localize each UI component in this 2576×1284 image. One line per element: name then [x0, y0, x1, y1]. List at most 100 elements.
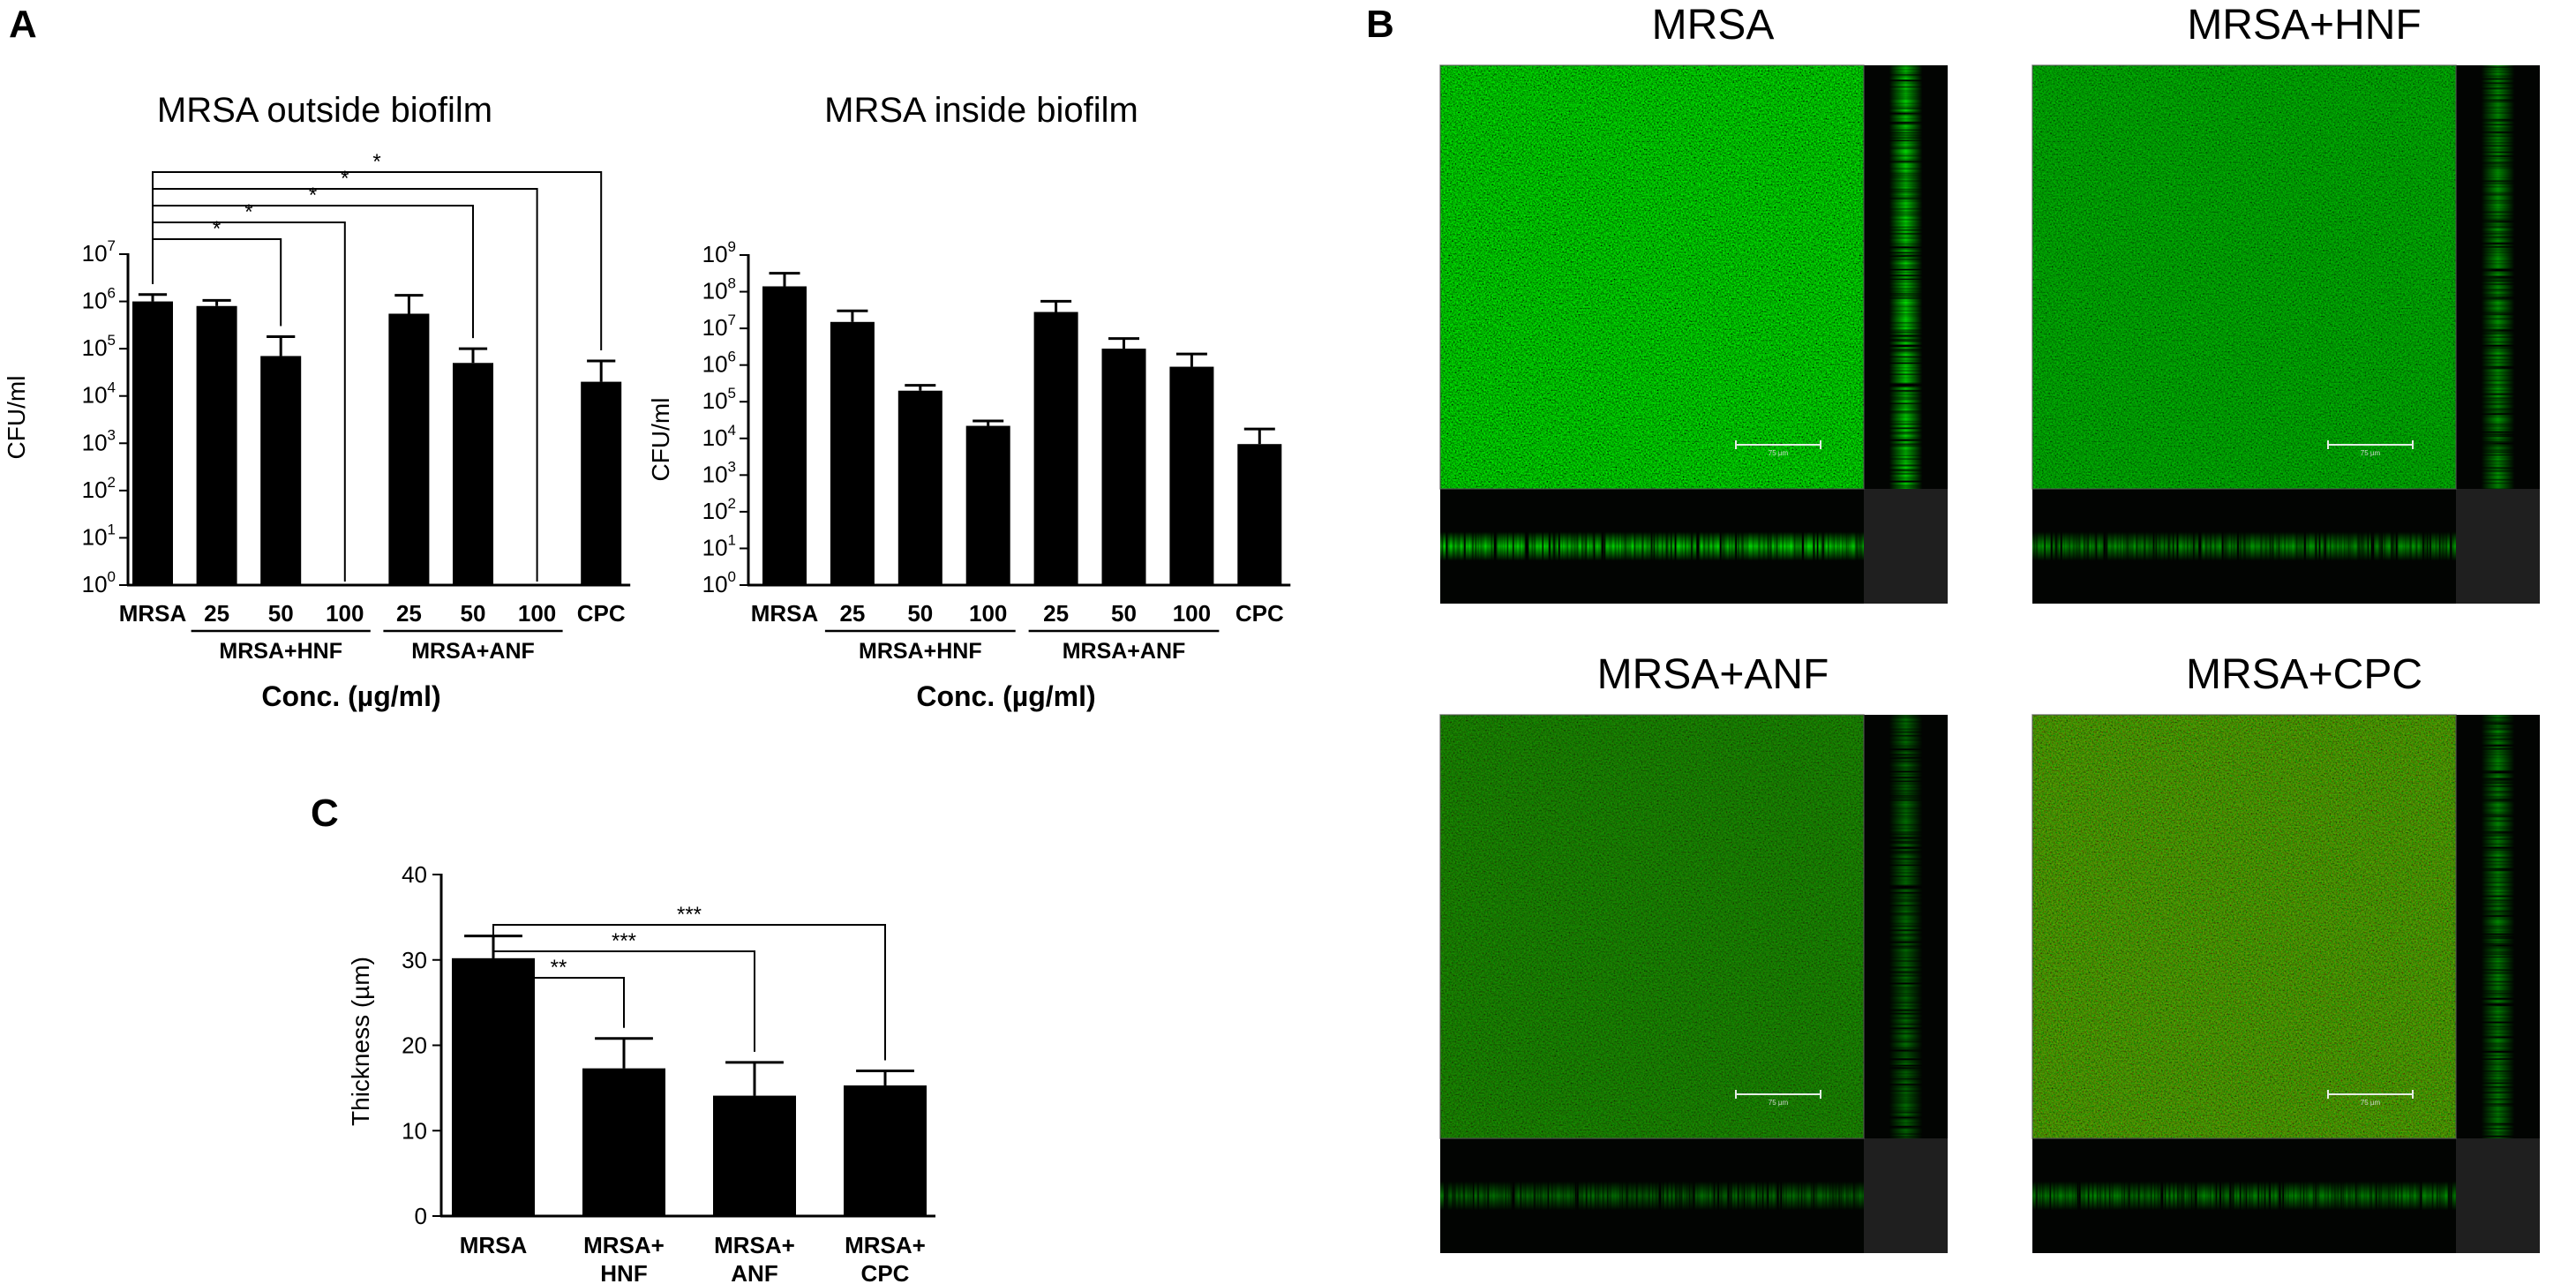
category-label: CPC [1235, 600, 1284, 627]
bar [453, 363, 493, 585]
y-tick-exponent: 8 [728, 275, 736, 292]
yz-view-signal [1864, 715, 1948, 1138]
group-labels: MRSA+HNF MRSA+ANF [191, 629, 563, 664]
panel-letter-c: C [311, 792, 339, 835]
bar [1101, 349, 1146, 585]
yz-view-signal [2456, 715, 2540, 1138]
xy-view-frame [1439, 714, 1865, 1139]
corner-box [2456, 1138, 2540, 1253]
bar [762, 286, 807, 585]
category-labels: MRSA 25 50 100 25 50 100 CPC [119, 600, 626, 627]
bar [260, 356, 302, 585]
significance-brackets: * * * * * [152, 150, 603, 582]
y-tick-label: 0 [415, 1203, 427, 1229]
micrograph-mrsa-hnf: MRSA+HNF 75 µm [2032, 2, 2540, 604]
bar [452, 957, 535, 1216]
chart-outside-biofilm: MRSA outside biofilm CFU/ml Conc. (µg/ml… [3, 91, 631, 712]
category-label: MRSA+ [583, 1232, 665, 1258]
significance-label: * [372, 150, 380, 174]
y-tick-exponent: 0 [108, 568, 116, 585]
significance-bracket [152, 171, 603, 351]
y-tick-label: 102 [702, 495, 736, 524]
y-axis-label: CFU/ml [647, 398, 674, 482]
micrograph-label: MRSA+CPC [2186, 651, 2422, 698]
y-tick-label: 109 [702, 238, 736, 267]
bars [452, 957, 927, 1216]
bar [388, 313, 430, 585]
corner-box [1864, 1138, 1948, 1253]
significance-label: * [341, 167, 349, 191]
y-tick-label: 105 [82, 332, 116, 361]
y-tick-label: 101 [702, 531, 736, 560]
y-tick-exponent: 4 [108, 379, 116, 396]
bar [713, 1095, 796, 1216]
category-label: 25 [396, 600, 422, 627]
xy-view-frame [2032, 64, 2457, 490]
y-tick-label: 104 [702, 422, 736, 451]
corner-box [1864, 489, 1948, 604]
bars [762, 286, 1282, 585]
micrograph-label: MRSA [1652, 2, 1775, 49]
bar [965, 425, 1010, 585]
significance-label: *** [612, 929, 636, 953]
significance-label: * [309, 184, 317, 207]
y-tick-label: 20 [402, 1032, 427, 1059]
y-tick-label: 107 [82, 237, 116, 267]
category-label: CPC [577, 600, 626, 627]
category-label: MRSA+ [845, 1232, 926, 1258]
xz-view-signal [1440, 1147, 1864, 1244]
bar [196, 305, 237, 585]
significance-label: *** [677, 903, 702, 927]
y-tick-label: 104 [82, 379, 116, 409]
significance-label: * [244, 200, 252, 224]
category-label: 25 [1043, 600, 1069, 627]
y-ticks: 0 10 20 30 40 [402, 861, 441, 1229]
y-tick-label: 30 [402, 947, 427, 973]
xy-view-red-texture [1440, 715, 1864, 1138]
category-label: 100 [1173, 600, 1211, 627]
scale-bar-text: 75 µm [1769, 1099, 1789, 1107]
yz-view-signal [1864, 65, 1948, 489]
y-tick-exponent: 9 [728, 238, 736, 255]
significance-label: * [213, 217, 221, 241]
y-tick-label: 102 [82, 474, 116, 503]
group-label: MRSA+HNF [859, 639, 982, 664]
y-tick-exponent: 1 [728, 531, 736, 548]
error-bars [769, 272, 1275, 445]
micrograph-mrsa: MRSA 75 µm [1439, 2, 1948, 604]
y-tick-label: 40 [402, 861, 427, 888]
bar [830, 321, 875, 585]
scale-bar-text: 75 µm [1769, 449, 1789, 457]
panel-letter-a: A [9, 3, 37, 46]
category-label: 100 [326, 600, 364, 627]
xz-view-signal [2032, 1147, 2456, 1244]
category-label: HNF [600, 1260, 647, 1284]
bar [1169, 366, 1214, 585]
error-bars [464, 935, 914, 1096]
y-tick-exponent: 3 [728, 458, 736, 475]
bar [132, 301, 173, 585]
micrograph-label: MRSA+ANF [1597, 651, 1829, 698]
category-label: MRSA [460, 1232, 528, 1258]
category-label: 100 [969, 600, 1007, 627]
bar [582, 1068, 665, 1216]
category-label: 50 [907, 600, 933, 627]
xy-view-texture [2032, 65, 2456, 489]
yz-view-signal [2456, 65, 2540, 489]
significance-bracket [152, 222, 346, 582]
y-tick-exponent: 6 [728, 349, 736, 365]
category-label: CPC [861, 1260, 910, 1284]
y-tick-label: 100 [702, 568, 736, 597]
xy-view-frame [1439, 64, 1865, 490]
scale-bar-text: 75 µm [2361, 1099, 2381, 1107]
y-tick-label: 103 [702, 458, 736, 487]
category-label: MRSA [751, 600, 819, 627]
y-tick-exponent: 1 [108, 521, 116, 537]
y-tick-label: 108 [702, 275, 736, 304]
bar [897, 390, 943, 585]
y-tick-label: 10 [402, 1117, 427, 1144]
y-tick-label: 105 [702, 385, 736, 414]
y-tick-exponent: 7 [108, 237, 116, 254]
